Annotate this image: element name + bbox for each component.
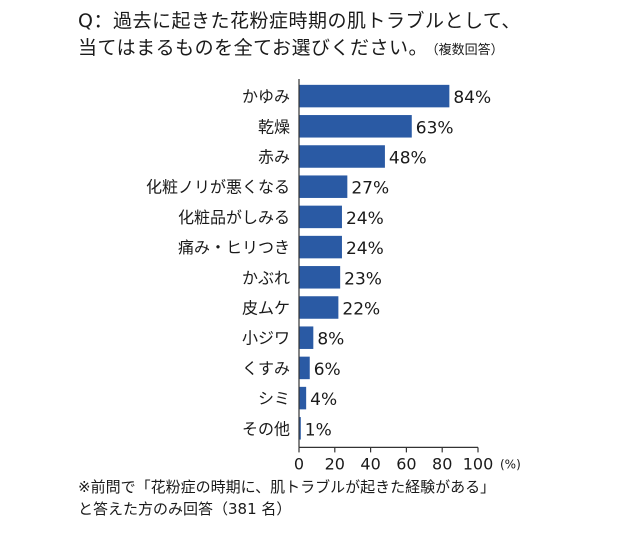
- bar: [299, 145, 385, 168]
- bar: [299, 235, 342, 259]
- value-label: 48%: [389, 149, 427, 169]
- x-tick-label: 100: [463, 454, 494, 473]
- x-tick-label: 60: [396, 454, 416, 473]
- category-label: くすみ: [242, 359, 290, 378]
- category-label: 痛み・ヒリつき: [178, 238, 290, 257]
- category-label: 小ジワ: [242, 329, 290, 348]
- question-line-2: 当てはまるものを全てお選びください。: [78, 37, 429, 59]
- value-label: 1%: [305, 420, 332, 440]
- footnote: ※前問で「花粉症の時期に、肌トラブルが起きた経験がある」 と答えた方のみ回答（3…: [78, 476, 618, 520]
- value-label: 27%: [351, 179, 389, 199]
- category-label: 化粧ノリが悪くなる: [146, 178, 290, 197]
- value-label: 84%: [453, 88, 491, 108]
- bar: [299, 417, 301, 440]
- bar: [299, 175, 348, 198]
- category-label: シミ: [258, 389, 290, 408]
- bar: [299, 205, 342, 229]
- x-tick-label: 80: [432, 454, 452, 473]
- value-label: 6%: [314, 360, 341, 380]
- category-label: かぶれ: [242, 268, 290, 287]
- category-label: その他: [242, 419, 290, 438]
- question-title: Q：過去に起きた花粉症時期の肌トラブルとして、 当てはまるものを全てお選びくださ…: [78, 8, 638, 64]
- value-label: 23%: [344, 269, 382, 289]
- value-label: 63%: [416, 118, 454, 138]
- category-label: 乾燥: [258, 117, 290, 136]
- value-label: 24%: [346, 239, 384, 259]
- question-line-1: Q：過去に起きた花粉症時期の肌トラブルとして、: [78, 10, 521, 32]
- category-label: 皮ムケ: [242, 299, 290, 318]
- bar: [299, 115, 412, 138]
- value-label: 4%: [310, 390, 337, 410]
- footnote-line-1: ※前問で「花粉症の時期に、肌トラブルが起きた経験がある」: [78, 478, 496, 496]
- category-label: 赤み: [258, 148, 290, 167]
- question-line-2-wrap: 当てはまるものを全てお選びください。 （複数回答）: [78, 35, 638, 64]
- bar: [299, 326, 314, 349]
- bar: [299, 296, 339, 319]
- x-tick-label: 20: [325, 454, 345, 473]
- x-axis-unit: (%): [500, 457, 521, 471]
- bar: [299, 84, 450, 108]
- x-tick-label: 0: [294, 454, 304, 473]
- category-label: 化粧品がしみる: [178, 208, 290, 227]
- bar: [299, 386, 307, 410]
- footnote-line-2: と答えた方のみ回答（381 名）: [78, 500, 292, 518]
- value-label: 22%: [342, 300, 380, 320]
- category-label: かゆみ: [242, 87, 290, 106]
- value-label: 8%: [317, 330, 344, 350]
- value-label: 24%: [346, 209, 384, 229]
- multiple-answer-note: （複数回答）: [432, 43, 504, 58]
- bar: [299, 266, 341, 289]
- x-tick-label: 40: [360, 454, 380, 473]
- bar: [299, 356, 310, 380]
